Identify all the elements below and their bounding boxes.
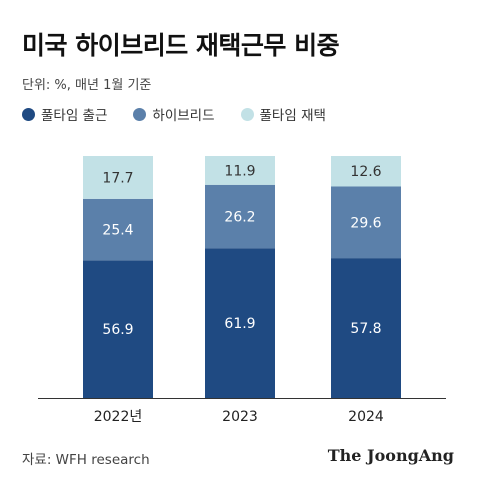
source-note: 자료: WFH research bbox=[22, 452, 150, 468]
bar-hybrid-1 bbox=[83, 198, 153, 261]
data-label-hybrid-1: 25.4 bbox=[102, 223, 133, 239]
bar-fulltime-remote-1 bbox=[83, 156, 153, 199]
data-label-fulltime-remote-1: 17.7 bbox=[102, 170, 133, 186]
bar-fulltime-office-3 bbox=[331, 258, 401, 398]
data-label-hybrid-3: 29.6 bbox=[350, 215, 381, 231]
bar-fulltime-office-2 bbox=[205, 248, 275, 398]
bar-fulltime-remote-2 bbox=[205, 156, 275, 185]
unit-note: 단위: %, 매년 1월 기준 bbox=[22, 78, 152, 93]
bar-fulltime-remote-3 bbox=[331, 156, 401, 187]
bar-fulltime-office-1 bbox=[83, 260, 153, 398]
legend-label-fulltime-office: 풀타임 출근 bbox=[41, 108, 108, 124]
data-label-fulltime-remote-3: 12.6 bbox=[350, 164, 381, 180]
chart-title: 미국 하이브리드 재택근무 비중 bbox=[22, 31, 340, 60]
x-tick-label-2: 2023 bbox=[222, 409, 258, 425]
brand-logo: The JoongAng bbox=[327, 446, 454, 465]
x-tick-label-1: 2022년 bbox=[94, 409, 143, 425]
bar-hybrid-2 bbox=[205, 184, 275, 249]
x-tick-label-3: 2024 bbox=[348, 409, 384, 425]
legend-swatch-fulltime-office bbox=[22, 107, 35, 121]
legend: 풀타임 출근 하이브리드 풀타임 재택 bbox=[22, 104, 352, 124]
bar-hybrid-3 bbox=[331, 186, 401, 259]
legend-item-hybrid: 하이브리드 bbox=[133, 104, 215, 124]
legend-swatch-hybrid bbox=[133, 107, 147, 121]
legend-label-hybrid: 하이브리드 bbox=[152, 108, 215, 124]
data-label-hybrid-2: 26.2 bbox=[224, 210, 255, 226]
data-label-fulltime-office-1: 56.9 bbox=[102, 322, 133, 338]
legend-label-fulltime-remote: 풀타임 재택 bbox=[259, 108, 326, 124]
data-label-fulltime-office-3: 57.8 bbox=[350, 321, 381, 337]
data-label-fulltime-remote-2: 11.9 bbox=[224, 163, 255, 179]
data-label-fulltime-office-2: 61.9 bbox=[224, 316, 255, 332]
legend-item-fulltime-office: 풀타임 출근 bbox=[22, 104, 107, 124]
legend-item-fulltime-remote: 풀타임 재택 bbox=[240, 104, 326, 124]
legend-swatch-fulltime-remote bbox=[240, 107, 254, 121]
